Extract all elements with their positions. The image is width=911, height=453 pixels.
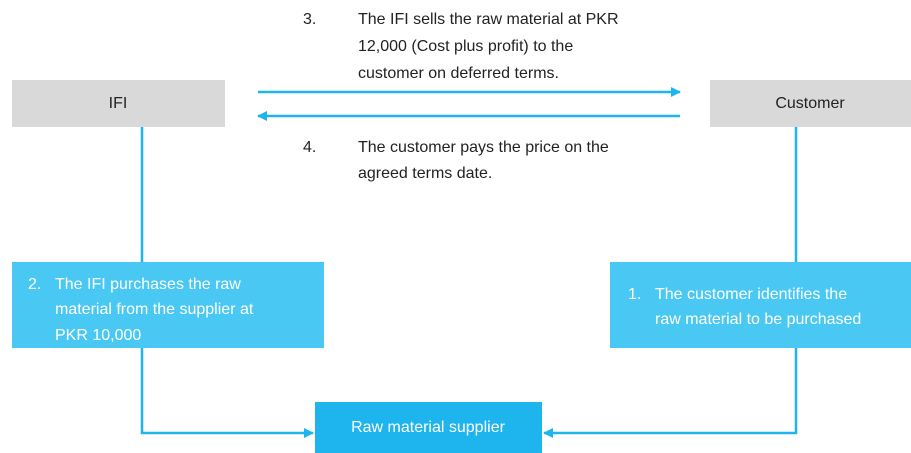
step-number: 2. [28, 276, 41, 293]
supplier-box [315, 402, 542, 453]
step-text: raw material to be purchased [655, 311, 861, 328]
step-text: 12,000 (Cost plus profit) to the [358, 38, 573, 55]
node-label: Customer [775, 95, 845, 112]
step-number: 1. [628, 286, 641, 303]
step-text: The customer pays the price on the [358, 139, 609, 156]
step-number: 3. [303, 11, 316, 28]
step-text: material from the supplier at [55, 301, 254, 318]
step-1-box [610, 262, 911, 348]
node-label: Raw material supplier [351, 419, 506, 436]
ifi-box [12, 80, 225, 127]
step-number: 4. [303, 139, 316, 156]
step-text: The customer identifies the [655, 286, 847, 303]
step-text: The IFI sells the raw material at PKR [358, 11, 619, 28]
node-label: IFI [109, 95, 128, 112]
arrow-to-supplier [543, 348, 798, 438]
step-text: agreed terms date. [358, 165, 492, 182]
arrow-to-supplier [140, 348, 314, 438]
step-text: The IFI purchases the raw [55, 276, 241, 293]
step-2-box [12, 262, 324, 348]
step-text: customer on deferred terms. [358, 65, 559, 82]
customer-box [710, 80, 911, 127]
step-text: PKR 10,000 [55, 327, 141, 344]
